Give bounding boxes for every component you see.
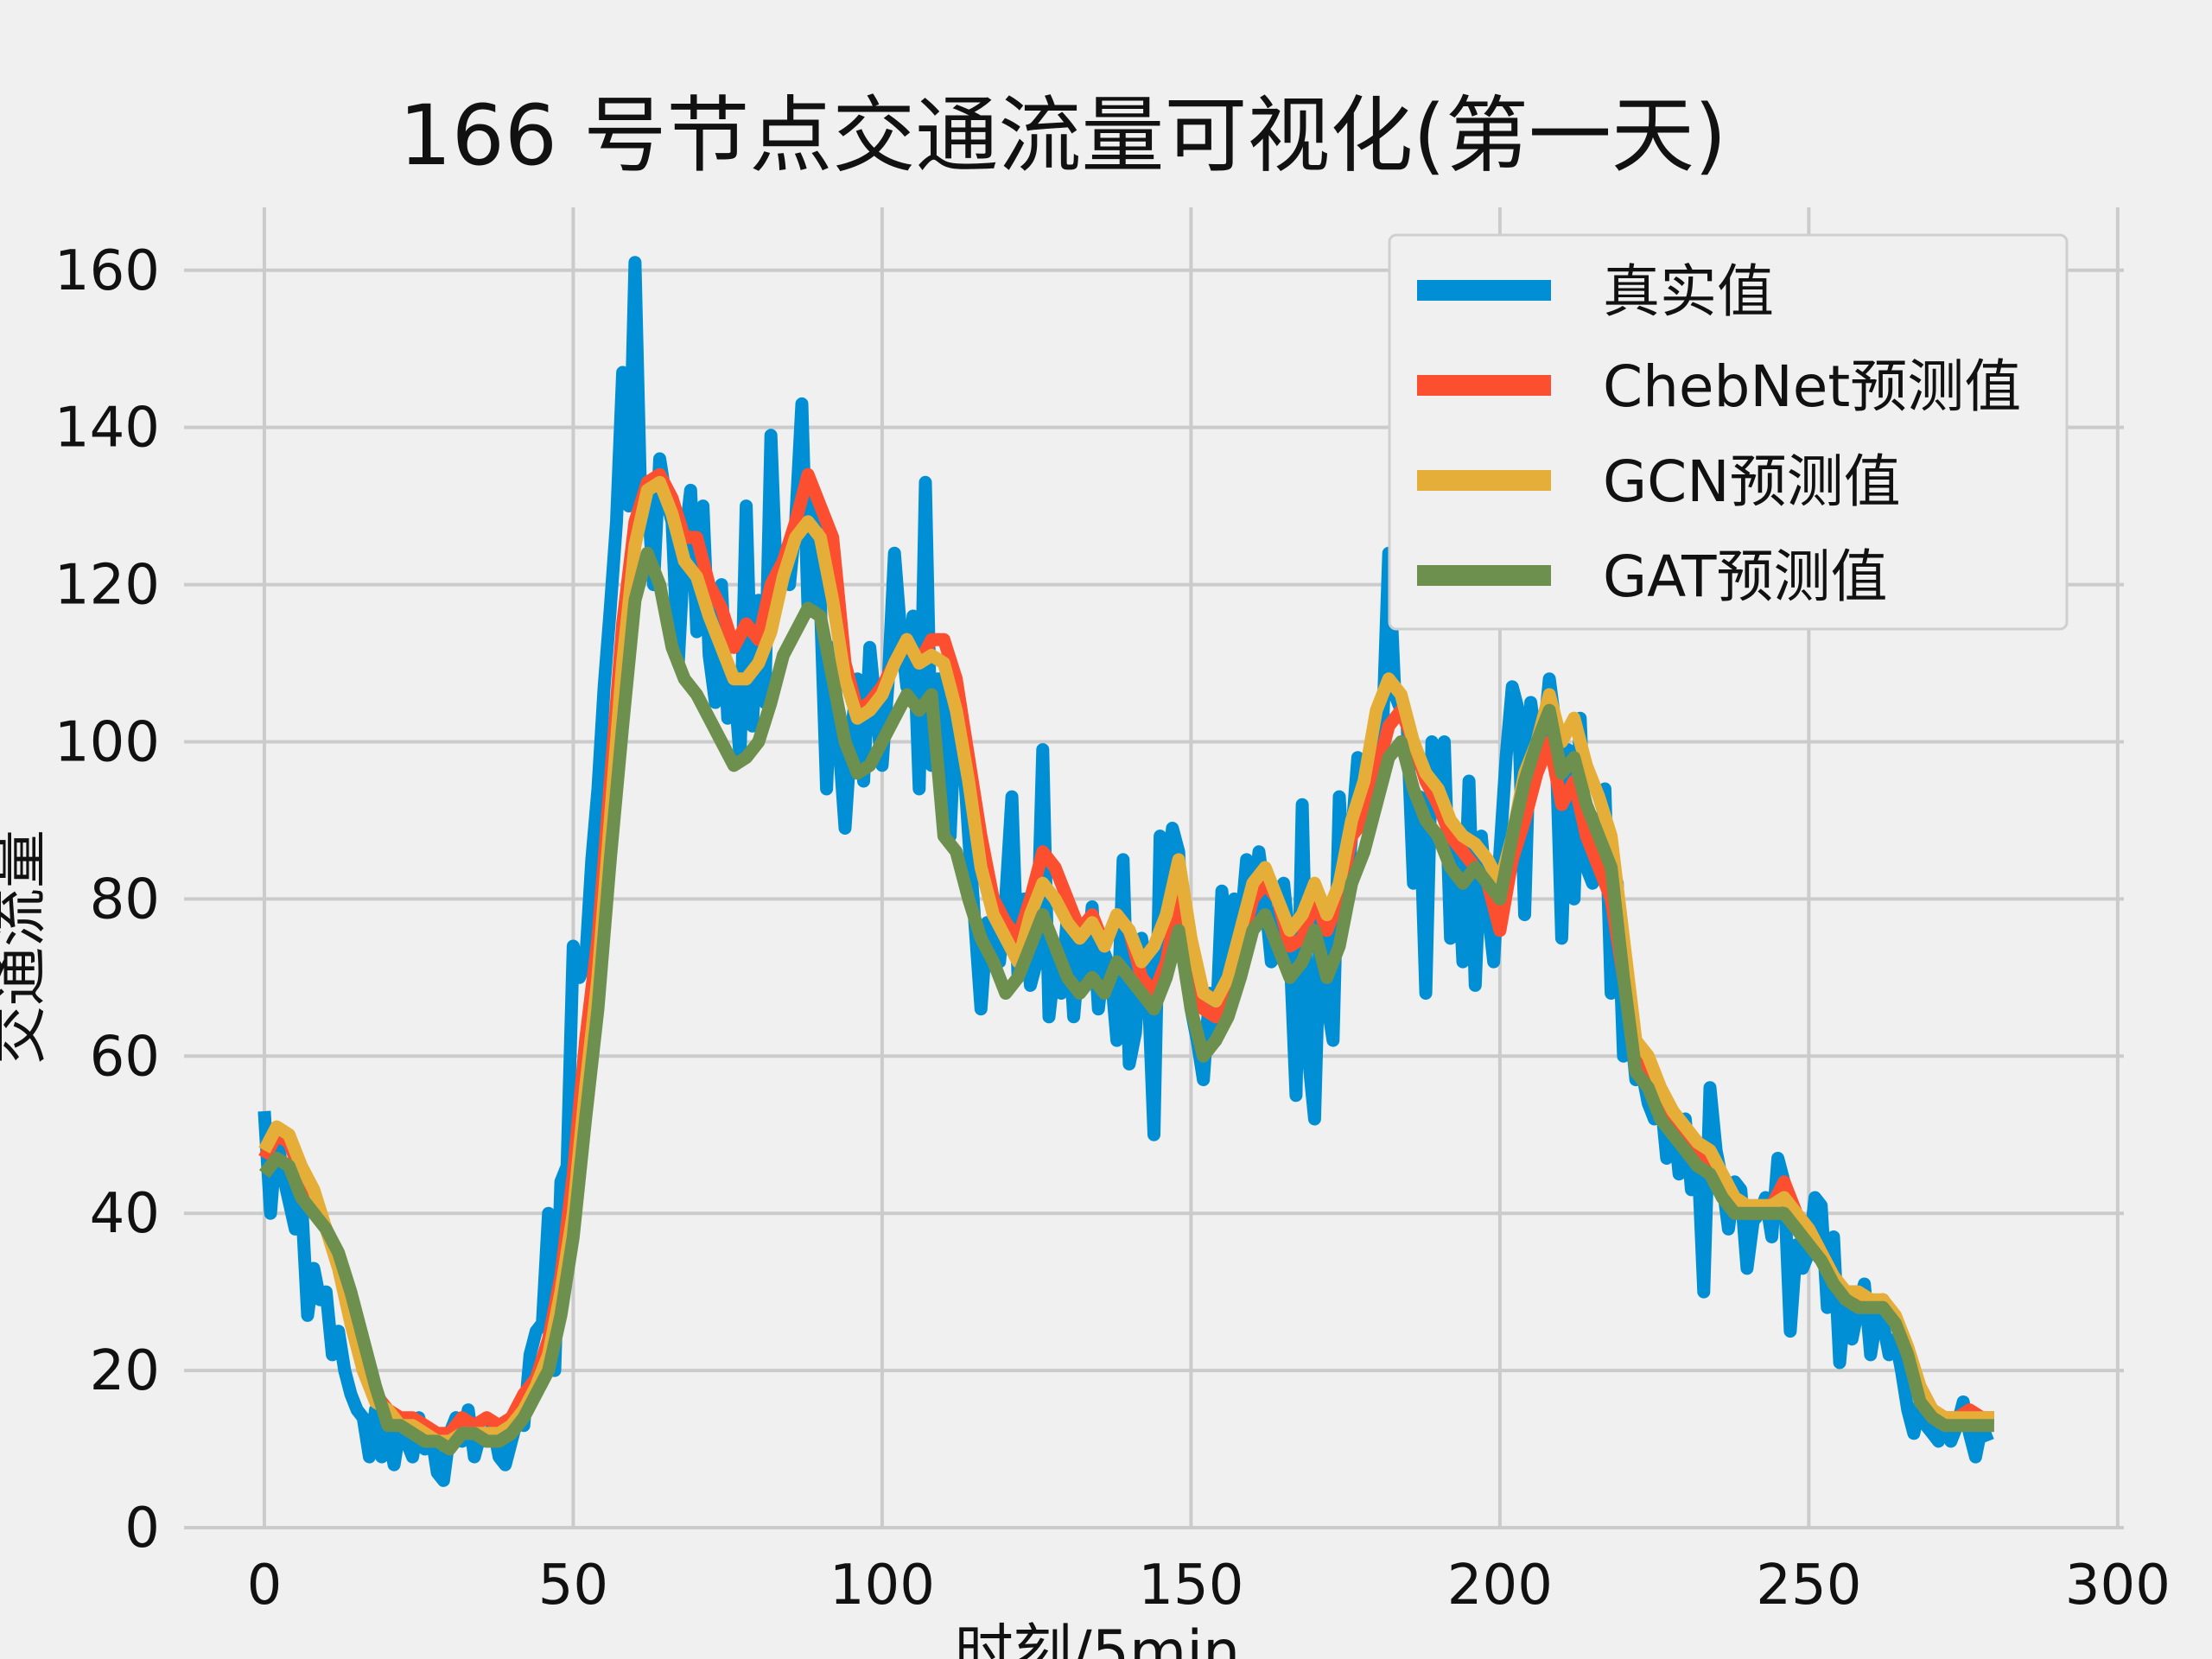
- series-group: [257, 256, 1994, 1487]
- y-tick-label: 160: [54, 239, 160, 303]
- legend-label: GCN预测值: [1603, 448, 1901, 515]
- y-tick-label: 120: [54, 554, 160, 618]
- x-tick-label: 50: [538, 1554, 608, 1618]
- x-tick-label: 100: [830, 1554, 935, 1618]
- x-axis-ticks: 0 50 100 150 200 250 300: [247, 1554, 2171, 1618]
- y-tick-label: 80: [90, 868, 160, 931]
- y-tick-label: 140: [54, 397, 160, 461]
- y-tick-label: 0: [124, 1497, 160, 1560]
- y-tick-label: 60: [90, 1025, 160, 1089]
- y-tick-label: 40: [90, 1182, 160, 1246]
- y-axis-ticks: 0 20 40 60 80 100 120 140 160: [54, 239, 160, 1560]
- y-axis-label: 交通流量: [0, 830, 54, 1065]
- x-tick-label: 300: [2065, 1554, 2171, 1618]
- x-tick-label: 150: [1138, 1554, 1243, 1618]
- series-line-4: [259, 546, 1994, 1456]
- legend-label: ChebNet预测值: [1603, 353, 2021, 420]
- y-tick-label: 20: [90, 1339, 160, 1403]
- x-tick-label: 0: [247, 1554, 283, 1618]
- x-axis-label: 时刻/5min: [955, 1618, 1240, 1659]
- x-tick-label: 200: [1447, 1554, 1553, 1618]
- legend-label: GAT预测值: [1603, 543, 1887, 610]
- legend-frame: [1388, 233, 2069, 631]
- y-tick-label: 100: [54, 710, 160, 774]
- chart-title: 166 号节点交通流量可视化(第一天): [399, 87, 1727, 184]
- legend: 真实值 ChebNet预测值 GCN预测值 GAT预测值: [1388, 233, 2069, 631]
- legend-label: 真实值: [1603, 258, 1774, 325]
- x-tick-label: 250: [1756, 1554, 1861, 1618]
